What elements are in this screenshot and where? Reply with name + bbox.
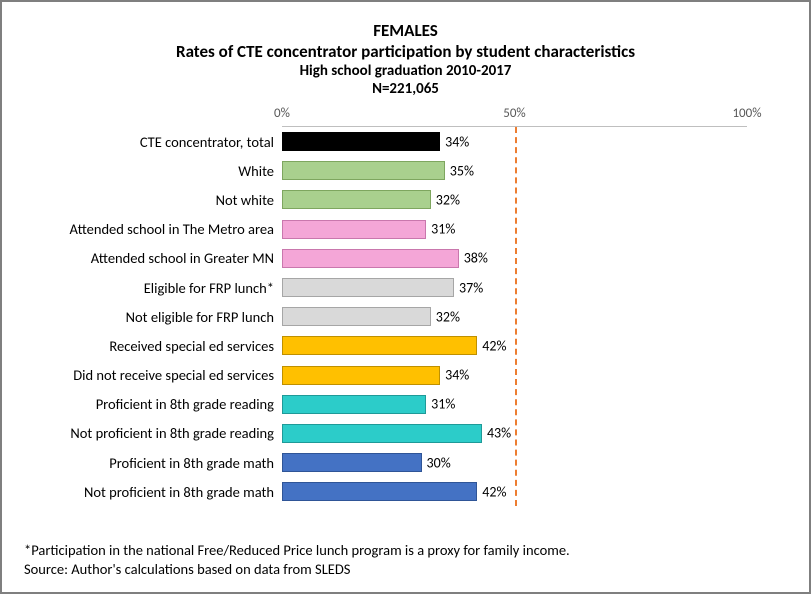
- bar-category-label: Received special ed services: [24, 337, 282, 355]
- bar-value-label: 31%: [431, 396, 455, 413]
- bar-value-label: 32%: [436, 191, 460, 208]
- bar-category-label: Attended school in Greater MN: [24, 249, 282, 267]
- bar: 34%: [282, 366, 440, 385]
- bar-value-label: 35%: [450, 162, 474, 179]
- bar-category-label: CTE concentrator, total: [24, 133, 282, 151]
- chart-area: 0%50%100% CTE concentrator, total34%Whit…: [282, 106, 747, 506]
- bar-value-label: 42%: [482, 483, 506, 500]
- bar-value-label: 43%: [487, 425, 511, 442]
- bar-value-label: 42%: [482, 337, 506, 354]
- bar-category-label: Did not receive special ed services: [24, 366, 282, 384]
- bar-value-label: 34%: [445, 367, 469, 384]
- bar: 34%: [282, 132, 440, 151]
- x-tick-label: 0%: [274, 106, 290, 121]
- bar-category-label: Not eligible for FRP lunch: [24, 308, 282, 326]
- bar-value-label: 38%: [464, 250, 488, 267]
- bar-category-label: White: [24, 162, 282, 180]
- bar-category-label: Eligible for FRP lunch*: [24, 279, 282, 297]
- bar: 30%: [282, 453, 422, 472]
- chart-titles: FEMALES Rates of CTE concentrator partic…: [24, 20, 787, 98]
- bar: 31%: [282, 220, 426, 239]
- title-line-2: Rates of CTE concentrator participation …: [24, 41, 787, 62]
- x-axis-labels: 0%50%100%: [282, 106, 747, 126]
- bar-category-label: Not proficient in 8th grade reading: [24, 424, 282, 442]
- bar-category-label: Attended school in The Metro area: [24, 220, 282, 238]
- bar: 43%: [282, 424, 482, 443]
- bar: 37%: [282, 278, 454, 297]
- title-line-4: N=221,065: [24, 80, 787, 98]
- title-line-1: FEMALES: [24, 20, 787, 41]
- bar-value-label: 37%: [459, 279, 483, 296]
- bar-value-label: 30%: [427, 454, 451, 471]
- bar: 42%: [282, 482, 477, 501]
- bar-value-label: 32%: [436, 308, 460, 325]
- bar-category-label: Not white: [24, 191, 282, 209]
- bar-value-label: 34%: [445, 133, 469, 150]
- bar-category-label: Proficient in 8th grade reading: [24, 395, 282, 413]
- bar: 32%: [282, 307, 431, 326]
- bar: 38%: [282, 249, 459, 268]
- x-tick-label: 50%: [503, 106, 525, 121]
- footnote-frp: *Participation in the national Free/Redu…: [24, 541, 787, 561]
- bar-category-label: Not proficient in 8th grade math: [24, 483, 282, 501]
- bar: 35%: [282, 161, 445, 180]
- bar: 42%: [282, 336, 477, 355]
- footnote-source: Source: Author's calculations based on d…: [24, 560, 787, 580]
- plot-region: CTE concentrator, total34%White35%Not wh…: [282, 126, 747, 506]
- footnotes: *Participation in the national Free/Redu…: [24, 541, 787, 580]
- bar: 32%: [282, 190, 431, 209]
- reference-line-50pct: [515, 127, 517, 506]
- bar-category-label: Proficient in 8th grade math: [24, 454, 282, 472]
- title-line-3: High school graduation 2010-2017: [24, 62, 787, 80]
- bar: 31%: [282, 395, 426, 414]
- bar-value-label: 31%: [431, 221, 455, 238]
- x-tick-label: 100%: [732, 106, 761, 121]
